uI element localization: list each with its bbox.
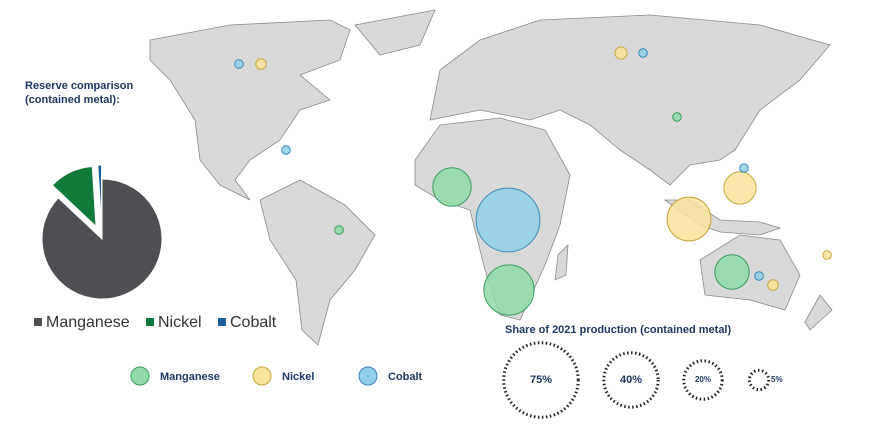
production-circle	[739, 163, 749, 173]
legend-circle	[130, 366, 150, 386]
australia	[699, 234, 801, 311]
legend-circle	[252, 366, 272, 386]
legend-label: Cobalt	[388, 371, 423, 383]
production-circle	[614, 46, 628, 60]
size-legend-label: 40%	[620, 374, 642, 386]
production-circle	[672, 112, 682, 122]
legend-label: Manganese	[46, 314, 130, 331]
production-circle	[714, 254, 750, 290]
legend-label: Nickel	[282, 371, 314, 383]
production-circle	[281, 145, 291, 155]
production-circle	[767, 279, 779, 291]
legend-label: Manganese	[160, 371, 220, 383]
production-circle	[475, 187, 541, 253]
production-circle	[822, 250, 832, 260]
size-legend-circle	[602, 351, 660, 409]
size-legend-circle	[502, 341, 580, 419]
production-circle	[723, 171, 757, 205]
size-legend-label: 75%	[530, 374, 552, 386]
new-zealand	[804, 294, 833, 331]
madagascar	[554, 243, 569, 281]
size-legend-circle	[747, 368, 771, 392]
production-circle	[754, 271, 764, 281]
size-legend-title: Share of 2021 production (contained meta…	[505, 324, 731, 336]
production-circle	[334, 225, 344, 235]
legend-swatch	[218, 318, 226, 326]
production-circle	[666, 196, 712, 242]
pie-slice	[51, 165, 97, 228]
production-circle	[255, 58, 267, 70]
size-legend-circle	[682, 359, 724, 401]
production-circle	[638, 48, 648, 58]
production-circle	[483, 264, 535, 316]
pie-title: Reserve comparison (contained metal):	[25, 80, 133, 106]
legend-label: Cobalt	[230, 314, 277, 331]
production-circle	[234, 59, 244, 69]
pie-slice	[41, 178, 163, 300]
pie-slice	[97, 164, 103, 226]
size-legend-label: 20%	[695, 375, 711, 384]
south-america	[259, 179, 376, 346]
legend-label: Nickel	[158, 314, 202, 331]
production-circle	[432, 167, 472, 207]
north-america	[149, 19, 351, 201]
legend-swatch	[146, 318, 154, 326]
greenland	[354, 9, 436, 56]
legend-swatch	[34, 318, 42, 326]
eurasia	[429, 14, 831, 186]
legend-circle	[358, 366, 378, 386]
size-legend-label: 5%	[771, 375, 783, 384]
